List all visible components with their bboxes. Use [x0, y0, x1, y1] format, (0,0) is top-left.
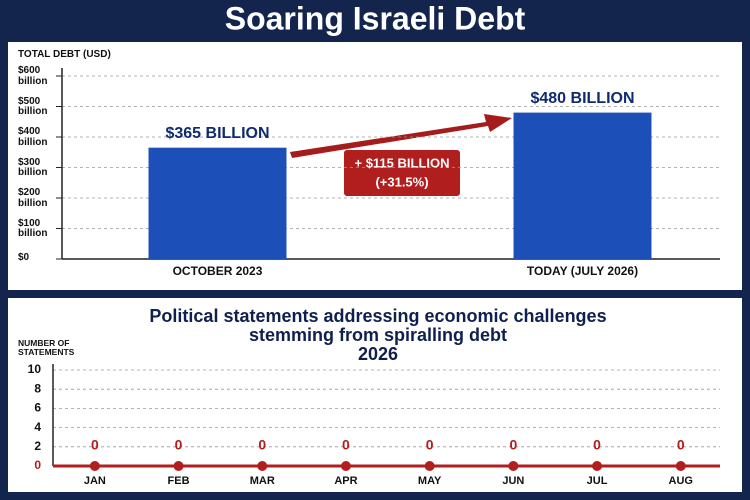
y-tick-label: $100 billion: [18, 217, 48, 239]
y-axis-label: TOTAL DEBT (USD): [18, 49, 111, 60]
point: [257, 461, 268, 471]
x-tick-label: FEB: [168, 475, 190, 487]
panel: [8, 298, 742, 492]
x-tick-label: APR: [334, 475, 357, 487]
x-tick-label: AUG: [669, 475, 693, 487]
value-label: 0: [426, 437, 434, 453]
bar: [148, 147, 287, 259]
y-tick-label: $500 billion: [18, 95, 48, 117]
value-label: 0: [509, 437, 517, 453]
y-tick-label: $600 billion: [18, 65, 48, 87]
y-tick-label: $400 billion: [18, 126, 48, 148]
y-tick-label: 0: [34, 458, 41, 472]
value-label: $365 BILLION: [165, 125, 269, 142]
point: [508, 461, 519, 471]
point: [340, 461, 351, 471]
bar: [513, 112, 652, 259]
y-tick-label: $0: [18, 252, 30, 263]
x-tick-label: JAN: [84, 475, 106, 487]
point: [675, 461, 686, 471]
annotation: + $115 BILLION: [354, 155, 449, 170]
y-tick-label: $200 billion: [18, 187, 48, 209]
annotation-box: [344, 150, 460, 196]
value-label: 0: [258, 437, 266, 453]
y-axis-label: NUMBER OF STATEMENTS: [18, 338, 75, 357]
point: [173, 461, 184, 471]
value-label: 0: [175, 437, 183, 453]
point: [424, 461, 435, 471]
value-label: 0: [342, 437, 350, 453]
value-label: $480 BILLION: [530, 90, 634, 107]
y-tick-label: 8: [34, 381, 41, 395]
chart-title: 2026: [358, 344, 398, 364]
x-tick-label: TODAY (JULY 2026): [527, 264, 638, 278]
y-tick-label: 6: [34, 401, 41, 415]
point: [89, 461, 100, 471]
y-tick-label: 2: [34, 439, 41, 453]
y-tick-label: 4: [34, 420, 41, 434]
y-tick-label: 10: [28, 362, 42, 376]
x-tick-label: JUL: [587, 475, 608, 487]
value-label: 0: [593, 437, 601, 453]
chart-title: Political statements addressing economic…: [149, 306, 606, 326]
x-tick-label: JUN: [502, 475, 524, 487]
chart-title: stemming from spiralling debt: [249, 325, 507, 345]
value-label: 0: [91, 437, 99, 453]
page-title: Soaring Israeli Debt: [225, 0, 526, 36]
x-tick-label: OCTOBER 2023: [173, 264, 263, 278]
point: [592, 461, 603, 471]
annotation: (+31.5%): [375, 174, 428, 189]
x-tick-label: MAR: [250, 475, 275, 487]
value-label: 0: [677, 437, 685, 453]
x-tick-label: MAY: [418, 475, 442, 487]
y-tick-label: $300 billion: [18, 156, 48, 178]
arrow: [290, 114, 512, 158]
